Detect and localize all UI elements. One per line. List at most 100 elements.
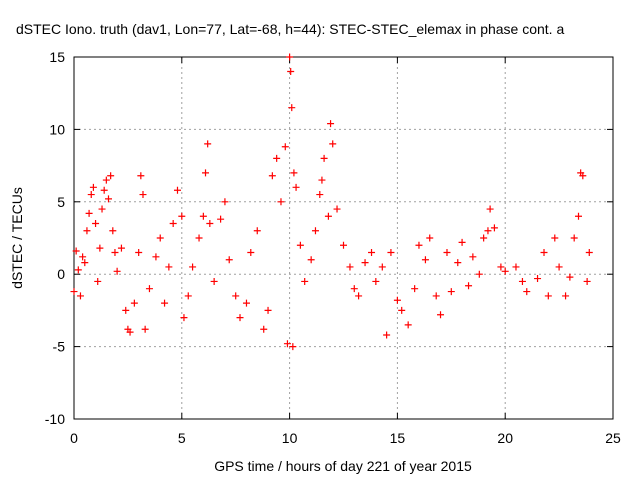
data-point bbox=[475, 270, 483, 278]
data-point bbox=[387, 248, 395, 256]
data-point bbox=[137, 172, 145, 180]
x-tick-label: 10 bbox=[282, 430, 298, 446]
data-point bbox=[301, 277, 309, 285]
data-point bbox=[72, 247, 80, 255]
data-point bbox=[273, 154, 281, 162]
data-point bbox=[204, 140, 212, 148]
data-point bbox=[141, 325, 149, 333]
data-point bbox=[232, 292, 240, 300]
data-point bbox=[253, 227, 261, 235]
data-point bbox=[287, 67, 295, 75]
x-tick-label: 25 bbox=[605, 430, 621, 446]
data-point bbox=[350, 285, 358, 293]
data-point bbox=[87, 191, 95, 199]
data-point bbox=[189, 263, 197, 271]
data-point bbox=[289, 343, 297, 351]
x-tick-label: 15 bbox=[390, 430, 406, 446]
data-point bbox=[290, 169, 298, 177]
chart-title: dSTEC Iono. truth (dav1, Lon=77, Lat=-68… bbox=[16, 21, 564, 37]
data-point bbox=[368, 248, 376, 256]
data-point bbox=[346, 263, 354, 271]
data-point bbox=[165, 263, 173, 271]
data-point bbox=[288, 104, 296, 112]
data-points bbox=[70, 53, 593, 351]
data-point bbox=[329, 140, 337, 148]
data-point bbox=[490, 224, 498, 232]
data-point bbox=[555, 263, 563, 271]
data-point bbox=[109, 227, 117, 235]
data-point bbox=[277, 198, 285, 206]
data-point bbox=[286, 53, 294, 61]
data-point bbox=[383, 331, 391, 339]
data-point bbox=[411, 285, 419, 293]
y-tick-label: 0 bbox=[57, 266, 65, 282]
x-tick-label: 0 bbox=[70, 430, 78, 446]
data-point bbox=[447, 288, 455, 296]
data-point bbox=[398, 306, 406, 314]
data-point bbox=[217, 215, 225, 223]
data-point bbox=[199, 212, 207, 220]
data-point bbox=[264, 306, 272, 314]
data-point bbox=[333, 205, 341, 213]
data-point bbox=[518, 277, 526, 285]
data-point bbox=[152, 253, 160, 261]
data-point bbox=[126, 328, 134, 336]
data-point bbox=[210, 277, 218, 285]
y-tick-label: 5 bbox=[57, 194, 65, 210]
data-point bbox=[100, 186, 108, 194]
data-point bbox=[113, 267, 121, 275]
data-point bbox=[327, 120, 335, 128]
data-point bbox=[107, 172, 115, 180]
data-point bbox=[139, 191, 147, 199]
data-point bbox=[268, 172, 276, 180]
data-point bbox=[393, 296, 401, 304]
data-point bbox=[173, 186, 181, 194]
data-point bbox=[83, 227, 91, 235]
data-point bbox=[96, 244, 104, 252]
data-point bbox=[92, 220, 100, 228]
data-point bbox=[579, 172, 587, 180]
data-point bbox=[544, 292, 552, 300]
data-point bbox=[415, 241, 423, 249]
data-point bbox=[117, 244, 125, 252]
data-point bbox=[70, 288, 78, 296]
y-tick-label: 15 bbox=[49, 49, 65, 65]
data-point bbox=[85, 209, 93, 217]
data-point bbox=[169, 220, 177, 228]
y-axis-label: dSTEC / TECUs bbox=[9, 187, 25, 289]
data-point bbox=[378, 263, 386, 271]
data-point bbox=[311, 227, 319, 235]
data-point bbox=[81, 259, 89, 267]
data-point bbox=[372, 277, 380, 285]
grid-lines bbox=[74, 57, 613, 419]
data-point bbox=[283, 340, 291, 348]
data-point bbox=[437, 311, 445, 319]
data-point bbox=[184, 292, 192, 300]
data-point bbox=[225, 256, 233, 264]
data-point bbox=[512, 263, 520, 271]
x-axis: 0 5 10 15 20 25 bbox=[70, 57, 621, 446]
data-point bbox=[111, 248, 119, 256]
y-axis: -10 -5 0 5 10 15 bbox=[45, 49, 613, 427]
data-point bbox=[316, 191, 324, 199]
data-point bbox=[242, 299, 250, 307]
data-point bbox=[562, 292, 570, 300]
data-point bbox=[585, 248, 593, 256]
y-tick-label: 10 bbox=[49, 121, 65, 137]
data-point bbox=[551, 234, 559, 242]
data-point bbox=[135, 248, 143, 256]
data-point bbox=[178, 212, 186, 220]
data-point bbox=[145, 285, 153, 293]
data-point bbox=[260, 325, 268, 333]
data-point bbox=[195, 234, 203, 242]
data-point bbox=[458, 238, 466, 246]
data-point bbox=[206, 220, 214, 228]
x-axis-label: GPS time / hours of day 221 of year 2015 bbox=[214, 458, 472, 474]
data-point bbox=[324, 212, 332, 220]
data-point bbox=[469, 253, 477, 261]
data-point bbox=[104, 195, 112, 203]
y-tick-label: -5 bbox=[53, 339, 66, 355]
data-point bbox=[534, 275, 542, 283]
data-point bbox=[570, 234, 578, 242]
